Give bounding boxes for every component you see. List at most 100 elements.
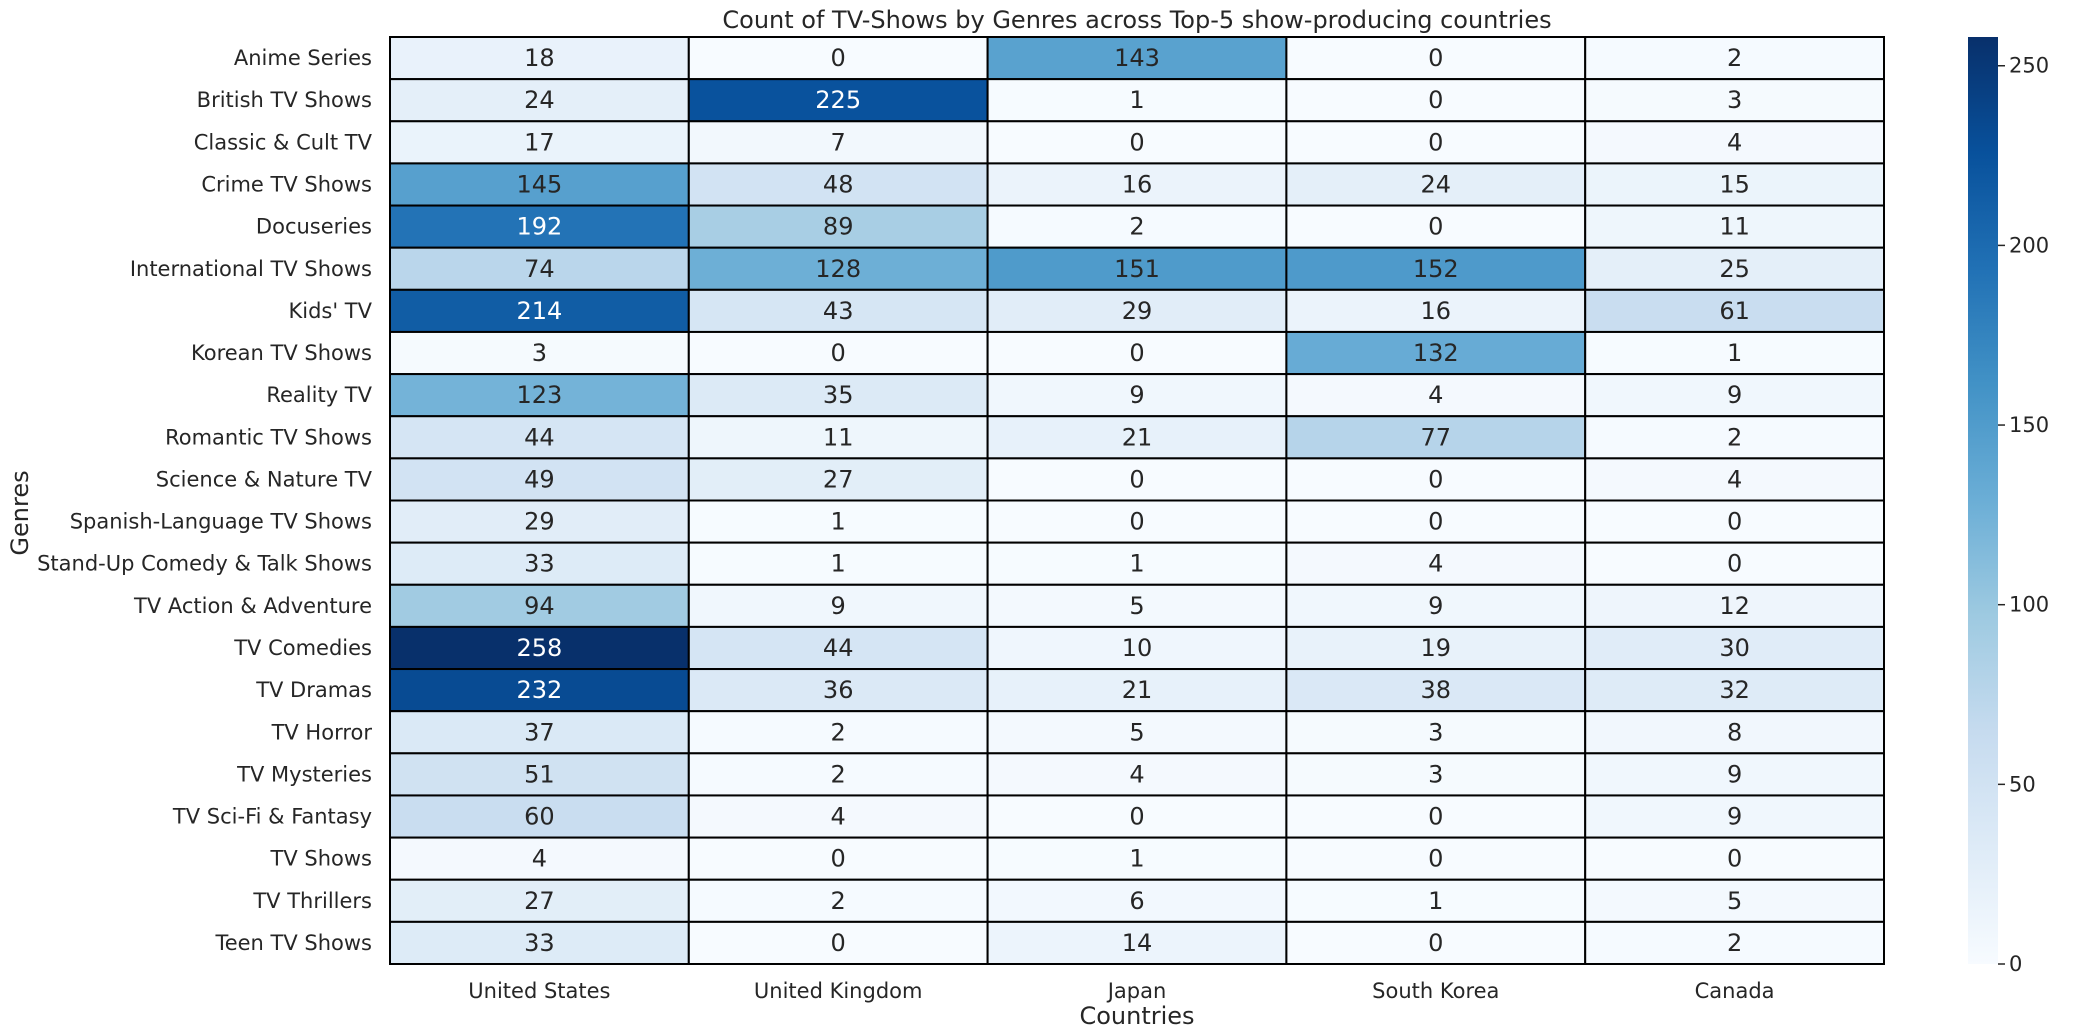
cell-value-label: 33 <box>524 929 555 957</box>
heatmap-cell <box>389 710 690 755</box>
heatmap-cell <box>1584 162 1885 207</box>
cell-value-label: 27 <box>524 887 555 915</box>
cell-value-label: 3 <box>1428 760 1443 788</box>
heatmap-cell <box>1584 373 1885 418</box>
cell-value-label: 4 <box>1727 128 1742 156</box>
heatmap-cell <box>389 330 690 376</box>
cell-value-label: 1 <box>1727 339 1742 367</box>
heatmap-cell <box>1584 878 1885 923</box>
cell-value-label: 1 <box>1129 845 1144 873</box>
heatmap-cell <box>986 415 1288 460</box>
heatmap-cell <box>1285 583 1587 628</box>
cell-value-label: 0 <box>1727 508 1742 536</box>
heatmap-cell <box>1584 752 1885 797</box>
cell-value-label: 0 <box>1428 845 1443 873</box>
cell-value-label: 0 <box>1129 128 1144 156</box>
cell-value-label: 0 <box>1129 803 1144 831</box>
cell-value-label: 27 <box>823 465 854 493</box>
cell-value-label: 11 <box>823 423 854 451</box>
y-tick-label: TV Horror <box>271 720 373 744</box>
heatmap-cell <box>389 162 690 207</box>
cell-value-label: 1 <box>1129 550 1144 578</box>
cell-value-label: 3 <box>1727 86 1742 114</box>
cell-value-label: 9 <box>1727 760 1742 788</box>
y-tick-label: International TV Shows <box>130 257 372 281</box>
cell-value-label: 2 <box>831 718 846 746</box>
cell-value-label: 1 <box>1428 887 1443 915</box>
cell-value-label: 0 <box>1428 803 1443 831</box>
heatmap-cell <box>986 246 1288 291</box>
cell-value-label: 19 <box>1421 634 1452 662</box>
heatmap-cell <box>986 204 1288 249</box>
cell-value-label: 0 <box>831 339 846 367</box>
y-tick-label: TV Thrillers <box>252 889 372 913</box>
cell-value-label: 9 <box>1727 381 1742 409</box>
heatmap-cell <box>389 78 690 123</box>
heatmap-cell <box>1285 246 1587 291</box>
cell-value-label: 143 <box>1114 44 1160 72</box>
x-tick-label: South Korea <box>1372 979 1499 1003</box>
cell-value-label: 9 <box>1428 592 1443 620</box>
y-tick-label: Reality TV <box>266 383 372 407</box>
cell-value-label: 77 <box>1421 423 1452 451</box>
heatmap-cell <box>389 499 690 544</box>
heatmap-cell <box>389 204 690 249</box>
cell-value-label: 6 <box>1129 887 1144 915</box>
cell-value-label: 258 <box>516 634 562 662</box>
cell-value-label: 74 <box>524 255 555 283</box>
cell-value-label: 225 <box>815 86 861 114</box>
cell-value-label: 0 <box>1428 465 1443 493</box>
y-axis-label: Genres <box>6 470 34 555</box>
cell-value-label: 15 <box>1719 170 1750 198</box>
cell-value-label: 152 <box>1413 255 1459 283</box>
heatmap-cell <box>1285 878 1587 923</box>
cell-value-label: 232 <box>516 676 562 704</box>
cell-value-label: 2 <box>831 760 846 788</box>
cell-value-label: 25 <box>1719 255 1750 283</box>
cell-value-label: 44 <box>524 423 555 451</box>
cell-value-label: 1 <box>1129 86 1144 114</box>
cell-value-label: 0 <box>1727 550 1742 578</box>
colorbar-tick-label: 200 <box>2009 233 2049 257</box>
cell-value-label: 43 <box>823 297 854 325</box>
cell-value-label: 16 <box>1421 297 1452 325</box>
cell-value-label: 0 <box>1129 465 1144 493</box>
y-tick-label: Spanish-Language TV Shows <box>70 510 372 534</box>
cell-value-label: 17 <box>524 128 555 156</box>
cell-value-label: 5 <box>1129 592 1144 620</box>
heatmap-cell <box>389 288 690 333</box>
cell-value-label: 16 <box>1122 170 1153 198</box>
heatmap-cell <box>687 710 989 755</box>
cell-value-label: 132 <box>1413 339 1459 367</box>
cell-value-label: 5 <box>1727 887 1742 915</box>
cell-value-label: 51 <box>524 760 555 788</box>
cell-value-label: 36 <box>823 676 854 704</box>
cell-value-label: 192 <box>516 213 562 241</box>
heatmap-cell <box>1285 625 1587 671</box>
y-tick-label: Korean TV Shows <box>191 341 372 365</box>
cell-value-label: 151 <box>1114 255 1160 283</box>
cell-value-label: 61 <box>1719 297 1750 325</box>
heatmap-cell <box>1285 415 1587 460</box>
y-tick-label: TV Sci-Fi & Fantasy <box>172 805 372 829</box>
heatmap-cell <box>687 836 989 881</box>
cell-value-label: 0 <box>1129 508 1144 536</box>
heatmap-cell <box>687 246 989 291</box>
y-tick-label: Kids' TV <box>288 299 372 323</box>
heatmap-cell <box>1584 668 1885 713</box>
heatmap-cell <box>389 457 690 502</box>
cell-value-label: 4 <box>1129 760 1144 788</box>
heatmap-cell <box>1285 710 1587 755</box>
cell-value-label: 48 <box>823 170 854 198</box>
cell-value-label: 37 <box>524 718 555 746</box>
heatmap-cell <box>1584 710 1885 755</box>
x-tick-label: United Kingdom <box>754 979 923 1003</box>
y-tick-label: Docuseries <box>256 215 372 239</box>
heatmap-cell <box>389 794 690 839</box>
y-tick-label: Anime Series <box>234 46 372 70</box>
heatmap-cell <box>687 878 989 923</box>
heatmap-cell <box>986 878 1288 923</box>
colorbar-ticks: 0 50 100 150 200 250 <box>1998 54 2049 976</box>
heatmap-cell <box>687 330 989 376</box>
